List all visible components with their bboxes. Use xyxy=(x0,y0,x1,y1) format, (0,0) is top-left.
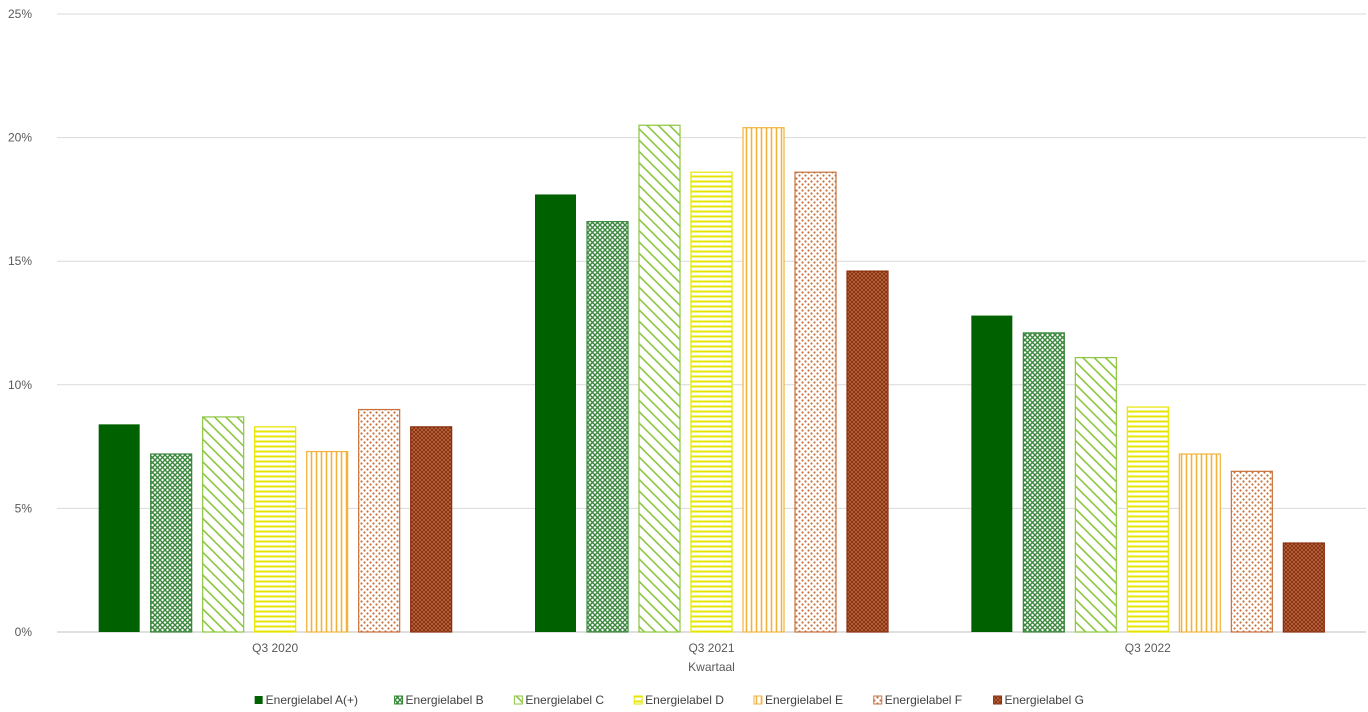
bar-energielabel-e-q3-2020 xyxy=(306,450,349,633)
bar-energielabel-d-q3-2021 xyxy=(690,171,733,633)
legend-label: Energielabel E xyxy=(765,693,843,707)
legend-label: Energielabel C xyxy=(525,693,604,707)
bar-energielabel-f-q3-2020 xyxy=(358,408,401,633)
y-tick-label: 15% xyxy=(8,254,32,268)
x-tick-label: Q3 2020 xyxy=(252,641,298,655)
legend-swatch xyxy=(394,695,404,705)
legend-label: Energielabel B xyxy=(406,693,484,707)
bar-energielabel-b-q3-2022 xyxy=(1022,332,1065,633)
bar-energielabel-b-q3-2020 xyxy=(150,453,193,633)
bar-energielabel-a--q3-2021 xyxy=(535,194,576,632)
legend-swatch xyxy=(993,695,1003,705)
legend-swatch xyxy=(873,695,883,705)
y-tick-label: 5% xyxy=(15,501,33,515)
legend-label: Energielabel A(+) xyxy=(266,693,358,707)
bar-energielabel-c-q3-2021 xyxy=(638,124,681,633)
bar-energielabel-f-q3-2021 xyxy=(794,171,837,633)
legend: Energielabel A(+) Energielabel B Energiela… xyxy=(254,693,1084,707)
bars xyxy=(98,124,1325,633)
legend-swatch xyxy=(254,696,263,704)
legend-label: Energielabel D xyxy=(645,693,724,707)
y-tick-label: 10% xyxy=(8,378,32,392)
y-tick-label: 20% xyxy=(8,131,32,145)
bar-energielabel-g-q3-2021 xyxy=(846,270,889,633)
x-axis-ticks: Q3 2020 Q3 2021 Q3 2022 xyxy=(252,641,1171,655)
bar-energielabel-g-q3-2022 xyxy=(1282,542,1325,633)
legend-item: Energielabel G xyxy=(993,693,1084,707)
legend-label: Energielabel F xyxy=(885,693,962,707)
x-tick-label: Q3 2021 xyxy=(688,641,734,655)
x-tick-label: Q3 2022 xyxy=(1125,641,1171,655)
y-tick-label: 25% xyxy=(8,7,32,21)
bar-energielabel-g-q3-2020 xyxy=(410,426,453,633)
legend-swatch xyxy=(513,695,523,705)
bar-energielabel-e-q3-2021 xyxy=(742,127,785,633)
bar-energielabel-d-q3-2022 xyxy=(1126,406,1169,633)
legend-swatch xyxy=(753,695,763,705)
legend-item: Energielabel D xyxy=(633,693,724,707)
bar-energielabel-c-q3-2022 xyxy=(1074,357,1117,633)
bar-energielabel-c-q3-2020 xyxy=(202,416,245,633)
y-tick-label: 0% xyxy=(15,625,33,639)
legend-item: Energielabel F xyxy=(873,693,962,707)
bar-energielabel-d-q3-2020 xyxy=(254,426,297,633)
bar-energielabel-a--q3-2020 xyxy=(98,424,140,632)
legend-item: Energielabel B xyxy=(394,693,484,707)
legend-item: Energielabel C xyxy=(513,693,604,707)
y-axis-ticks: 0% 5% 10% 15% 20% 25% xyxy=(8,7,32,639)
bar-energielabel-f-q3-2022 xyxy=(1230,470,1273,633)
legend-swatch xyxy=(633,695,643,705)
x-axis-title: Kwartaal xyxy=(688,660,735,674)
legend-item: Energielabel A(+) xyxy=(254,693,358,707)
bar-energielabel-a--q3-2022 xyxy=(971,315,1013,632)
legend-label: Energielabel G xyxy=(1005,693,1084,707)
legend-item: Energielabel E xyxy=(753,693,843,707)
bar-energielabel-b-q3-2021 xyxy=(586,221,629,633)
bar-energielabel-e-q3-2022 xyxy=(1178,453,1221,633)
